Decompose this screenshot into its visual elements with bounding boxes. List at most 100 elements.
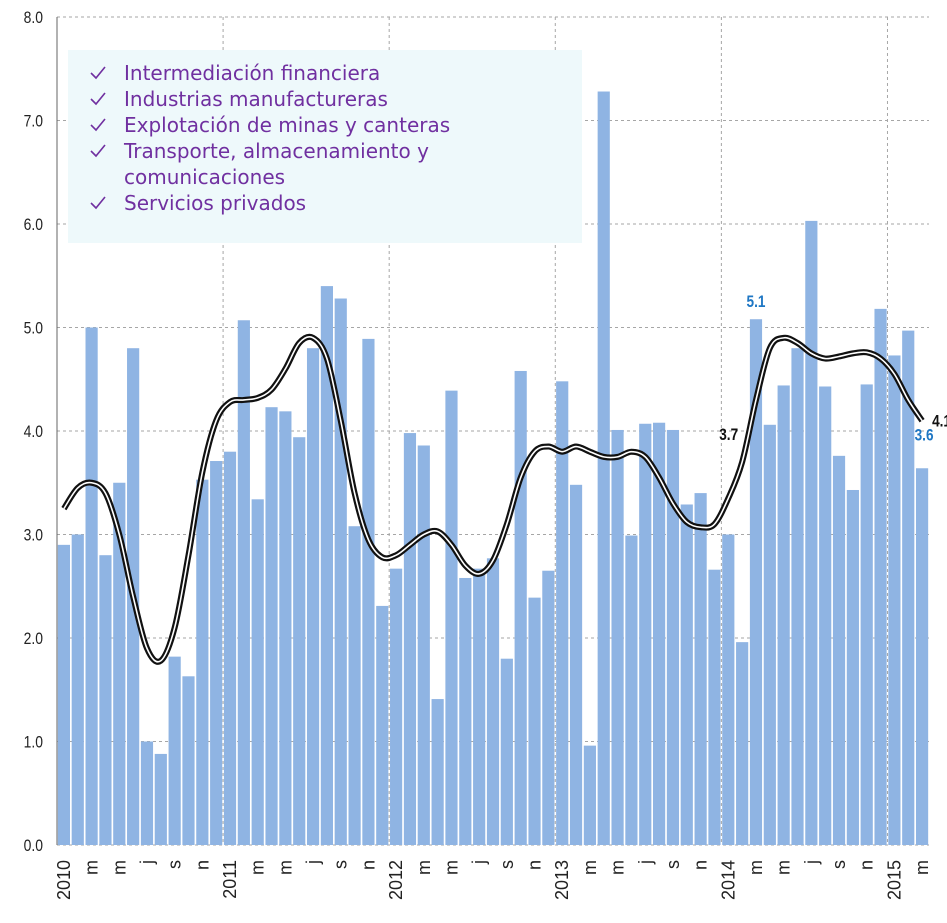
- bar: [279, 411, 292, 845]
- x-tick-label: s: [829, 860, 849, 869]
- bar: [390, 568, 403, 845]
- x-tick-label: s: [165, 860, 185, 869]
- x-tick-label: m: [414, 860, 434, 875]
- bar: [168, 656, 181, 845]
- bar: [154, 753, 167, 845]
- x-tick-label: j: [469, 860, 489, 865]
- bar: [140, 741, 154, 845]
- bar: [583, 745, 596, 845]
- bar: [694, 493, 707, 845]
- y-tick-label: 0.0: [24, 837, 44, 856]
- bar: [819, 386, 832, 845]
- bar: [445, 390, 458, 845]
- x-tick-label: n: [525, 860, 545, 870]
- check-icon: [90, 66, 106, 80]
- value-label: 3.7: [719, 426, 738, 445]
- bar: [611, 429, 624, 845]
- bar: [320, 286, 333, 846]
- check-icon: [90, 118, 106, 132]
- value-label: 5.1: [747, 293, 766, 312]
- x-tick-label: m: [82, 860, 102, 875]
- bar: [569, 484, 583, 845]
- legend-text: Intermediación financiera: [124, 61, 381, 85]
- legend-item: Transporte, almacenamiento y comunicacio…: [90, 138, 524, 190]
- bar: [653, 422, 666, 845]
- x-tick-label: m: [608, 860, 628, 875]
- legend-item: Industrias manufactureras: [90, 86, 524, 112]
- bar: [915, 468, 929, 845]
- y-tick-label: 5.0: [24, 319, 44, 338]
- x-tick-label: 2013: [552, 860, 572, 900]
- bar: [417, 445, 430, 845]
- y-tick-label: 8.0: [24, 9, 44, 28]
- bar: [680, 504, 693, 845]
- bar: [763, 424, 776, 845]
- bar: [196, 479, 209, 845]
- x-tick-label: n: [691, 860, 711, 870]
- bar: [459, 577, 472, 845]
- bar: [251, 499, 264, 845]
- bar: [902, 330, 915, 846]
- bar: [888, 355, 901, 845]
- bar: [293, 437, 306, 845]
- y-tick-label: 1.0: [24, 733, 44, 752]
- x-tick-label: 2010: [54, 860, 74, 900]
- bar: [348, 526, 361, 845]
- bar: [528, 597, 541, 845]
- x-tick-label: s: [497, 860, 517, 869]
- check-icon: [90, 196, 106, 210]
- bar: [597, 91, 610, 845]
- bar: [846, 489, 859, 845]
- bar: [473, 568, 486, 845]
- bar: [542, 570, 555, 845]
- x-tick-label: s: [331, 860, 351, 869]
- bar: [431, 699, 444, 845]
- x-tick-label: m: [275, 860, 295, 875]
- bar: [666, 429, 680, 845]
- legend-text: Industrias manufactureras: [124, 87, 388, 111]
- value-label: 3.6: [915, 426, 934, 445]
- check-icon: [90, 144, 106, 158]
- x-tick-label: m: [441, 860, 461, 875]
- legend-text: Explotación de minas y canteras: [124, 113, 451, 137]
- x-tick-label: 2015: [884, 860, 904, 900]
- legend-item: Servicios privados: [90, 190, 524, 216]
- x-tick-label: j: [801, 860, 821, 865]
- legend-text: Servicios privados: [124, 191, 307, 215]
- y-tick-label: 3.0: [24, 526, 44, 545]
- bar: [722, 534, 735, 845]
- x-tick-label: m: [248, 860, 268, 875]
- bar: [362, 338, 375, 845]
- x-tick-label: m: [580, 860, 600, 875]
- x-tick-label: n: [192, 860, 212, 870]
- bar: [265, 407, 278, 845]
- x-tick-label: j: [303, 860, 323, 865]
- bar: [113, 482, 126, 845]
- bar: [376, 605, 389, 845]
- bar: [736, 642, 749, 845]
- x-tick-label: j: [137, 860, 157, 865]
- bar: [777, 385, 790, 845]
- bar: [237, 320, 250, 845]
- x-tick-label: m: [912, 860, 932, 875]
- x-tick-label: 2014: [718, 860, 738, 900]
- value-label: 4.1: [932, 412, 947, 431]
- bar: [625, 535, 638, 845]
- bar: [805, 220, 818, 845]
- y-tick-label: 6.0: [24, 216, 44, 235]
- y-tick-label: 7.0: [24, 112, 44, 131]
- legend-text: Transporte, almacenamiento y comunicacio…: [124, 139, 429, 189]
- bar: [334, 298, 347, 845]
- bar: [860, 384, 873, 845]
- bar: [486, 558, 500, 845]
- bar: [708, 569, 721, 845]
- bar: [85, 327, 98, 845]
- x-tick-label: m: [774, 860, 794, 875]
- bar: [832, 455, 846, 845]
- x-tick-label: s: [663, 860, 683, 869]
- y-tick-label: 4.0: [24, 423, 44, 442]
- x-tick-label: m: [109, 860, 129, 875]
- bar: [874, 308, 887, 845]
